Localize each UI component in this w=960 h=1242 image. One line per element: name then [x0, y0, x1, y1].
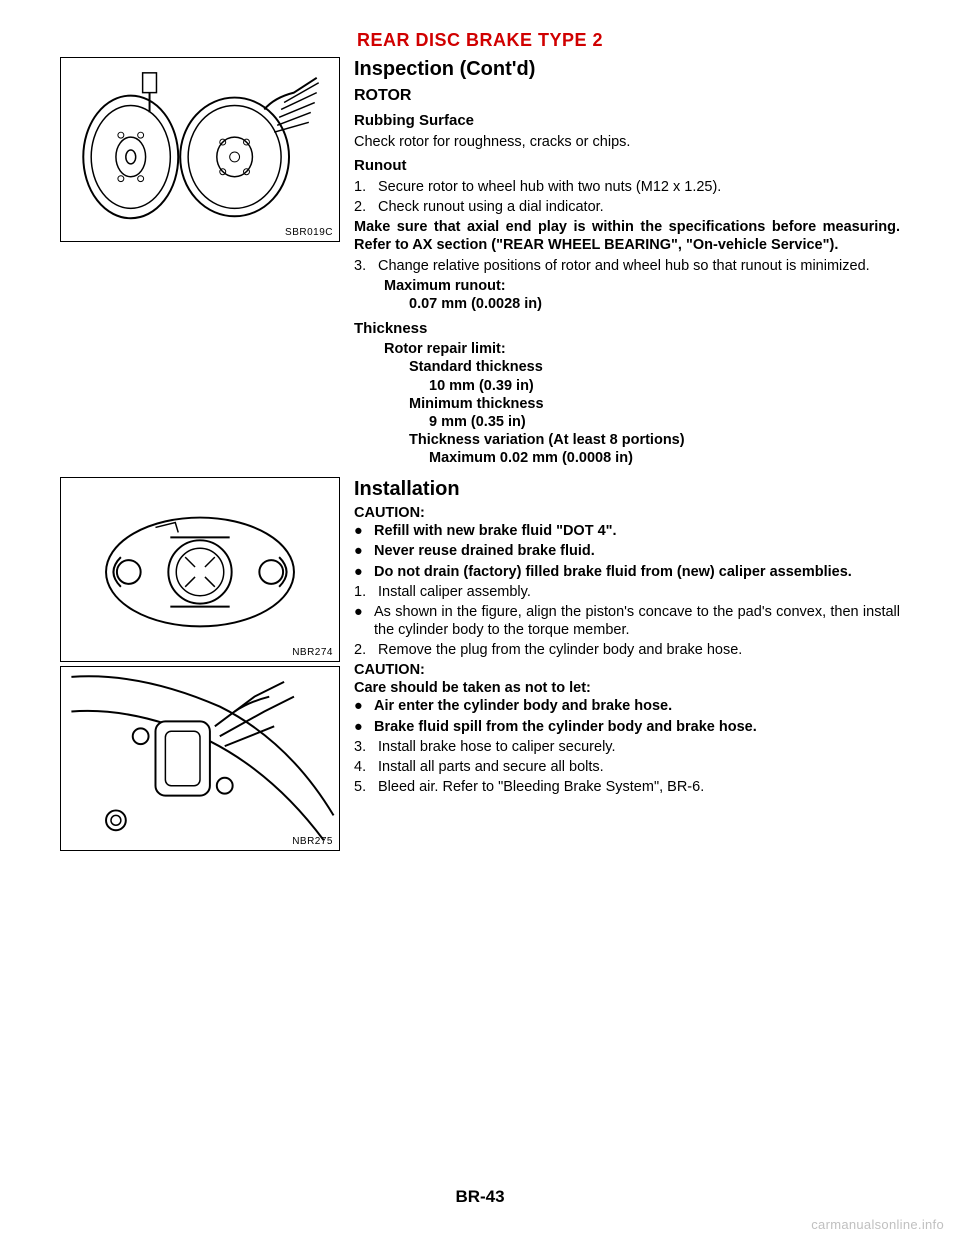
step-number: 1.: [354, 583, 372, 601]
rubbing-surface-text: Check rotor for roughness, cracks or chi…: [354, 133, 900, 151]
bullet-dot: ●: [354, 697, 366, 715]
install-step-5: 5. Bleed air. Refer to "Bleeding Brake S…: [354, 778, 900, 796]
min-thickness-value: 9 mm (0.35 in): [354, 413, 900, 431]
thickness-variation-value: Maximum 0.02 mm (0.0008 in): [354, 449, 900, 467]
figure-label-3: NBR275: [292, 836, 333, 847]
step-number: 1.: [354, 178, 372, 196]
figure-rotor-runout: SBR019C: [60, 57, 340, 242]
runout-step-2: 2. Check runout using a dial indicator.: [354, 198, 900, 216]
caution-bullet-2: ● Never reuse drained brake fluid.: [354, 542, 900, 560]
inspection-text: Inspection (Cont'd) ROTOR Rubbing Surfac…: [354, 57, 900, 467]
caution-label-2: CAUTION:: [354, 661, 900, 679]
watermark-text: carmanualsonline.info: [811, 1217, 944, 1232]
install-step-3: 3. Install brake hose to caliper securel…: [354, 738, 900, 756]
installation-title: Installation: [354, 477, 900, 502]
bullet-text: Refill with new brake fluid "DOT 4".: [374, 522, 900, 540]
install-note-piston: ● As shown in the figure, align the pist…: [354, 603, 900, 639]
installation-text: Installation CAUTION: ● Refill with new …: [354, 477, 900, 798]
step-number: 5.: [354, 778, 372, 796]
bullet-dot: ●: [354, 563, 366, 581]
caution-label-1: CAUTION:: [354, 504, 900, 522]
step-number: 2.: [354, 641, 372, 659]
step-text: Bleed air. Refer to "Bleeding Brake Syst…: [378, 778, 900, 796]
step-text: Secure rotor to wheel hub with two nuts …: [378, 178, 900, 196]
runout-heading: Runout: [354, 157, 900, 176]
install-step-2: 2. Remove the plug from the cylinder bod…: [354, 641, 900, 659]
step-number: 4.: [354, 758, 372, 776]
max-runout-value: 0.07 mm (0.0028 in): [354, 295, 900, 313]
rotor-subtitle: ROTOR: [354, 86, 900, 106]
step-text: Check runout using a dial indicator.: [378, 198, 900, 216]
bullet-text: Brake fluid spill from the cylinder body…: [374, 718, 900, 736]
install-step-4: 4. Install all parts and secure all bolt…: [354, 758, 900, 776]
caliper-front-illustration: [61, 478, 339, 661]
axial-play-note: Make sure that axial end play is within …: [354, 218, 900, 254]
caution2-bullet-2: ● Brake fluid spill from the cylinder bo…: [354, 718, 900, 736]
page-header-title: REAR DISC BRAKE TYPE 2: [60, 30, 900, 51]
step-text: Install brake hose to caliper securely.: [378, 738, 900, 756]
figure-label-2: NBR274: [292, 647, 333, 658]
figure-label-1: SBR019C: [285, 227, 333, 238]
thickness-heading: Thickness: [354, 320, 900, 339]
rotor-runout-illustration: [61, 58, 339, 241]
step-text: Install caliper assembly.: [378, 583, 900, 601]
install-step-1: 1. Install caliper assembly.: [354, 583, 900, 601]
thickness-variation-label: Thickness variation (At least 8 portions…: [354, 431, 900, 449]
bullet-dot: ●: [354, 542, 366, 560]
bullet-text: As shown in the figure, align the piston…: [374, 603, 900, 639]
bullet-text: Air enter the cylinder body and brake ho…: [374, 697, 900, 715]
step-text: Remove the plug from the cylinder body a…: [378, 641, 900, 659]
step-number: 2.: [354, 198, 372, 216]
bullet-text: Never reuse drained brake fluid.: [374, 542, 900, 560]
std-thickness-value: 10 mm (0.39 in): [354, 377, 900, 395]
caution-bullet-3: ● Do not drain (factory) filled brake fl…: [354, 563, 900, 581]
left-column-2: NBR274 NBR275: [60, 477, 340, 855]
row-inspection: SBR019C Inspection (Cont'd) ROTOR Rubbin…: [60, 57, 900, 467]
caution-2-text: Care should be taken as not to let:: [354, 679, 900, 697]
bullet-dot: ●: [354, 522, 366, 540]
figure-caliper-front: NBR274: [60, 477, 340, 662]
caution-bullet-1: ● Refill with new brake fluid "DOT 4".: [354, 522, 900, 540]
rotor-repair-limit-label: Rotor repair limit:: [354, 340, 900, 358]
caution2-bullet-1: ● Air enter the cylinder body and brake …: [354, 697, 900, 715]
page-number: BR-43: [0, 1187, 960, 1207]
runout-step-1: 1. Secure rotor to wheel hub with two nu…: [354, 178, 900, 196]
row-installation: NBR274 NBR275 Installation CAUTION: ● Re…: [60, 477, 900, 855]
step-number: 3.: [354, 257, 372, 275]
caliper-install-illustration: [61, 667, 339, 850]
runout-step-3: 3. Change relative positions of rotor an…: [354, 257, 900, 275]
figure-caliper-install: NBR275: [60, 666, 340, 851]
bullet-text: Do not drain (factory) filled brake flui…: [374, 563, 900, 581]
std-thickness-label: Standard thickness: [354, 358, 900, 376]
step-text: Install all parts and secure all bolts.: [378, 758, 900, 776]
left-column-1: SBR019C: [60, 57, 340, 246]
max-runout-label: Maximum runout:: [354, 277, 900, 295]
step-number: 3.: [354, 738, 372, 756]
min-thickness-label: Minimum thickness: [354, 395, 900, 413]
bullet-dot: ●: [354, 603, 366, 639]
rubbing-surface-heading: Rubbing Surface: [354, 112, 900, 131]
bullet-dot: ●: [354, 718, 366, 736]
step-text: Change relative positions of rotor and w…: [378, 257, 900, 275]
inspection-title: Inspection (Cont'd): [354, 57, 900, 82]
